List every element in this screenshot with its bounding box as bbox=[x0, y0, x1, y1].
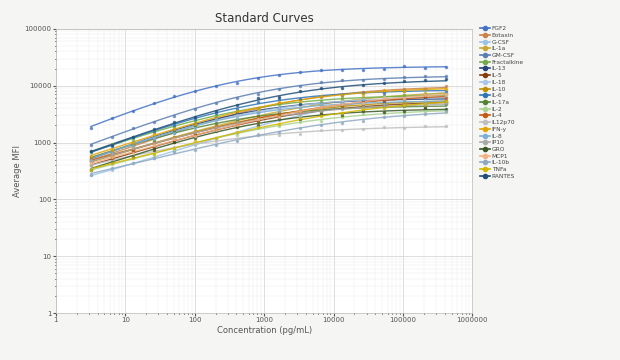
Y-axis label: Average MFI: Average MFI bbox=[13, 145, 22, 197]
Legend: FGF2, Eotaxin, G-CSF, IL-1a, GM-CSF, Fractalkine, IL-13, IL-5, IL-18, IL-10, IL-: FGF2, Eotaxin, G-CSF, IL-1a, GM-CSF, Fra… bbox=[479, 26, 524, 179]
X-axis label: Concentration (pg/mL): Concentration (pg/mL) bbox=[216, 326, 312, 335]
Title: Standard Curves: Standard Curves bbox=[215, 12, 314, 25]
